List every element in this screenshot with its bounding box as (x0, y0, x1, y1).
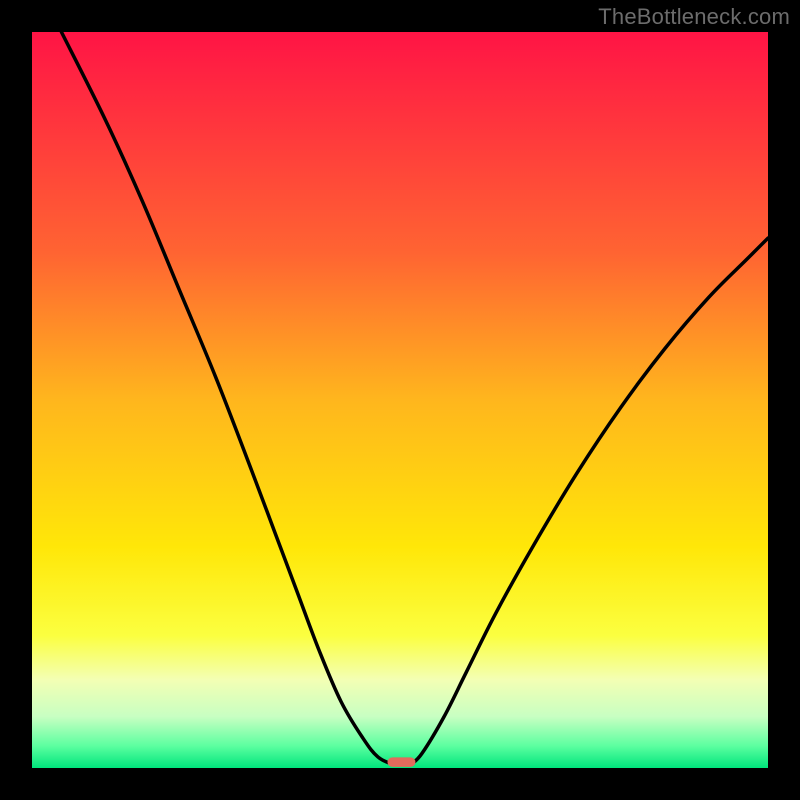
chart-canvas: TheBottleneck.com (0, 0, 800, 800)
bottleneck-chart (0, 0, 800, 800)
plot-background (32, 32, 768, 768)
minimum-marker (387, 757, 415, 767)
watermark-text: TheBottleneck.com (598, 4, 790, 30)
